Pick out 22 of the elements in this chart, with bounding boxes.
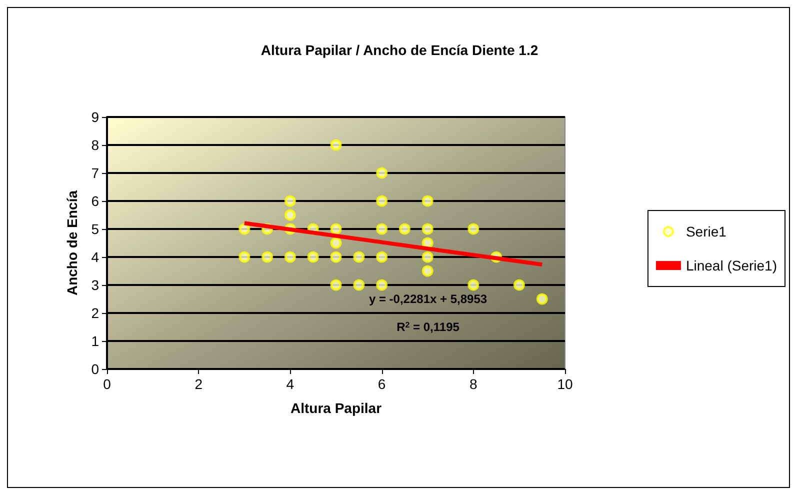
- legend-label: Lineal (Serie1): [686, 258, 778, 274]
- y-tick-label: 8: [91, 137, 100, 153]
- x-tick-label: 10: [557, 376, 573, 392]
- x-tick-label: 6: [378, 376, 386, 392]
- y-tick-label: 6: [91, 193, 100, 209]
- y-tick-label: 5: [91, 221, 100, 237]
- x-tick-label: 4: [286, 376, 294, 392]
- x-tick-label: 2: [194, 376, 203, 392]
- x-tick-label: 0: [103, 376, 112, 392]
- y-tick-label: 1: [91, 333, 100, 349]
- y-tick-label: 7: [91, 165, 100, 181]
- y-tick-label: 3: [91, 277, 100, 293]
- y-tick-label: 9: [91, 109, 100, 125]
- chart-title: Altura Papilar / Ancho de Encía Diente 1.2: [260, 42, 538, 58]
- y-tick-label: 4: [91, 249, 100, 265]
- y-tick-label: 2: [91, 305, 100, 321]
- x-tick-label: 8: [470, 376, 478, 392]
- x-axis-title: Altura Papilar: [290, 400, 382, 416]
- legend-label: Serie1: [686, 224, 727, 240]
- y-tick-label: 0: [91, 361, 100, 377]
- y-axis-title: Ancho de Encía: [64, 190, 80, 296]
- annotation: y = -0,2281x + 5,8953: [368, 292, 488, 306]
